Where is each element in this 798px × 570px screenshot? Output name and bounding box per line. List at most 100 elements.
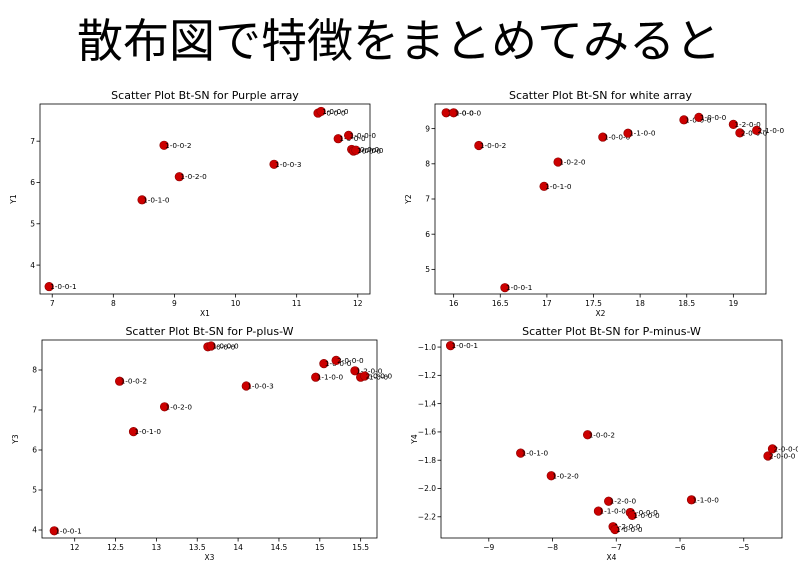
y-tick-label: 5 <box>30 219 35 228</box>
data-point-label: 1-0-0-1 <box>50 282 76 291</box>
data-point <box>598 132 608 142</box>
y-tick-label: 8 <box>425 160 430 169</box>
plot-frame <box>434 103 767 295</box>
data-point-label: 1-0-0-0 <box>604 133 631 142</box>
y-axis-label: Y1 <box>9 194 18 205</box>
x-tick-label: 10 <box>231 299 241 308</box>
data-point-label: 1-0-1-0 <box>545 182 572 191</box>
data-point <box>360 371 370 381</box>
data-point-label: 1-0-0-0 <box>355 147 382 156</box>
y-tick-label: 6 <box>30 178 35 187</box>
data-point <box>752 125 762 135</box>
data-point-label: 1-1-0-0 <box>317 373 344 382</box>
data-point <box>610 524 620 535</box>
plot-frame <box>39 103 371 295</box>
y-tick-label: 5 <box>425 265 430 274</box>
data-point-label: 1-0-2-0 <box>166 402 193 411</box>
y-tick-label: 5 <box>32 486 37 495</box>
data-point-label: 1-1-0-0 <box>629 129 656 138</box>
chart-svg: Scatter Plot Bt-SN for P-minus-W −9 −8 −7 −6… <box>410 325 798 562</box>
data-point <box>316 106 326 117</box>
data-point-label: 1-0-0-0 <box>447 108 474 117</box>
data-point-label: 1-0-0-0 <box>322 107 349 116</box>
data-point <box>241 381 251 391</box>
y-tick-label: 6 <box>32 446 37 455</box>
data-point <box>474 140 484 151</box>
chart-p-minus-w: Scatter Plot Bt-SN for P-minus-W −9 −8 −7 −6… <box>399 320 798 566</box>
x-tick-label: 11 <box>292 299 302 308</box>
data-point-label: 1-0-0-1 <box>506 283 532 292</box>
data-point <box>735 128 745 138</box>
data-point <box>516 448 526 458</box>
data-point <box>627 510 637 520</box>
data-point-label: 1-2-0-0 <box>356 366 383 375</box>
data-point-label: 1-0-0-2 <box>589 430 615 439</box>
data-point <box>115 376 125 386</box>
y-tick-label: 4 <box>30 261 35 270</box>
x-tick-label: 18.5 <box>678 299 695 308</box>
data-point <box>206 341 216 351</box>
y-tick-label: −1.8 <box>418 456 436 465</box>
data-point <box>539 181 549 191</box>
data-point <box>137 195 147 205</box>
x-tick-label: 14.5 <box>271 543 288 552</box>
data-point-label: 1-0-0-0 <box>353 145 380 154</box>
y-tick-label: −2.0 <box>418 484 436 493</box>
x-tick-label: 12.5 <box>107 543 124 552</box>
chart-svg: Scatter Plot Bt-SN for P-plus-W 12 12.5 13 1… <box>11 325 393 562</box>
data-point-label: 1-0-0-2 <box>480 141 506 150</box>
data-point <box>686 495 697 505</box>
y-axis-label: Y3 <box>11 434 20 445</box>
data-point-label: 2-1-0-0 <box>758 126 785 135</box>
x-tick-label: 15.5 <box>352 543 369 552</box>
data-point-label: 1-0-0-2 <box>165 141 191 150</box>
data-point <box>159 402 170 412</box>
plot-frame <box>41 339 378 539</box>
chart-title: Scatter Plot Bt-SN for white array <box>509 89 693 102</box>
data-point-label: 1-2-0-0 <box>610 497 637 506</box>
data-point <box>546 471 556 481</box>
data-point <box>593 506 604 516</box>
data-point-label: 1-2-0-0 <box>734 120 761 129</box>
plot-frame <box>440 339 783 539</box>
x-tick-label: −9 <box>483 543 494 552</box>
data-point-label: 1-0-0-2 <box>121 377 147 386</box>
data-point-label: 1-0-0-0 <box>319 109 346 118</box>
y-tick-label: −2.2 <box>418 512 436 521</box>
chart-svg: Scatter Plot Bt-SN for white array 16 16.5… <box>404 89 785 318</box>
chart-svg: Scatter Plot Bt-SN for Purple array 7 8 9 10… <box>9 89 384 318</box>
data-point-label: 1-0-0-1 <box>55 526 81 535</box>
data-point <box>331 355 341 366</box>
x-axis-label: X1 <box>200 309 210 318</box>
x-tick-label: 12 <box>353 299 363 308</box>
x-tick-label: 17.5 <box>585 299 602 308</box>
data-point <box>553 157 563 167</box>
x-axis-label: X2 <box>596 309 606 318</box>
data-point-label: 1-0-1-0 <box>135 427 162 436</box>
data-point-label: 1-0-0-0 <box>633 511 660 520</box>
y-tick-label: −1.0 <box>418 343 436 352</box>
x-tick-label: 12 <box>70 543 80 552</box>
data-point <box>763 451 773 461</box>
data-point-label: 1-0-0-3 <box>247 382 274 391</box>
data-point <box>351 145 361 155</box>
data-point <box>623 128 633 138</box>
data-point-label: 1-0-0-0 <box>350 131 377 140</box>
x-tick-label: 16 <box>449 299 459 308</box>
chart-white-array: Scatter Plot Bt-SN for white array 16 16.5… <box>399 86 798 320</box>
data-point-label: 1-0-0-0 <box>209 342 236 351</box>
data-point <box>269 159 279 169</box>
y-axis-label: Y2 <box>404 194 413 205</box>
data-point-label: 1-0-0-0 <box>339 134 366 143</box>
data-point <box>728 119 738 130</box>
y-tick-label: −1.2 <box>418 371 436 380</box>
x-axis-label: X4 <box>607 553 617 562</box>
chart-title: Scatter Plot Bt-SN for Purple array <box>111 89 299 102</box>
x-tick-label: 9 <box>172 299 177 308</box>
x-tick-label: −8 <box>547 543 558 552</box>
data-point <box>128 426 139 437</box>
data-point <box>679 115 689 125</box>
y-tick-label: 7 <box>425 195 430 204</box>
x-tick-label: 15 <box>315 543 325 552</box>
data-point-label: 1-1-0-0 <box>692 495 719 504</box>
